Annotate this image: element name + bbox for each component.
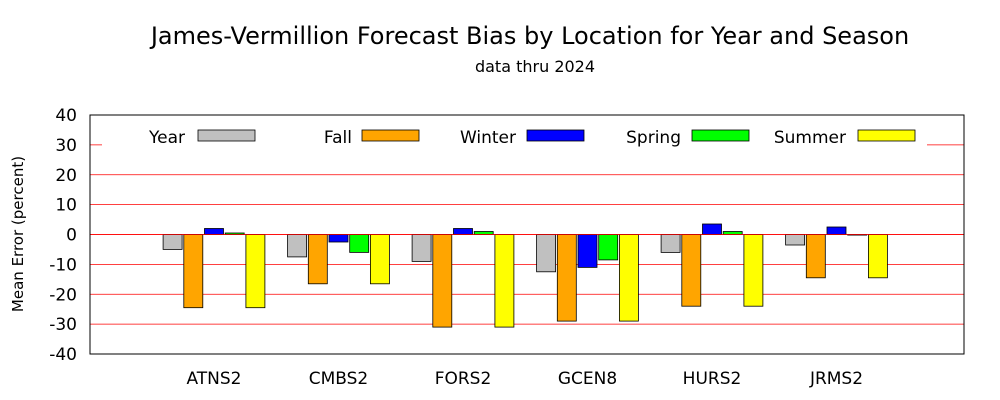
y-axis-label: Mean Error (percent) xyxy=(9,156,27,312)
y-tick-label: 20 xyxy=(55,166,77,186)
bar-hurs2-year xyxy=(660,234,681,253)
bar-gcen8-summer xyxy=(619,234,639,322)
x-tick-label: FORS2 xyxy=(435,369,492,389)
x-axis-ticks: ATNS2 CMBS2 FORS2 GCEN8 HURS2 JRMS2 xyxy=(186,369,863,389)
y-tick-label: -40 xyxy=(49,345,77,365)
bar-atns2-fall xyxy=(183,234,204,309)
bar-jrms2-year xyxy=(785,234,805,246)
legend-swatch-summer xyxy=(857,129,916,142)
x-tick-label: GCEN8 xyxy=(558,369,617,389)
bar-atns2-year xyxy=(162,234,183,250)
legend-label-spring: Spring xyxy=(626,128,681,148)
bar-cmbs2-summer xyxy=(369,234,390,285)
x-tick-label: CMBS2 xyxy=(309,369,369,389)
bar-jrms2-fall xyxy=(805,234,826,279)
y-tick-label: 10 xyxy=(55,196,77,216)
legend-swatch-year xyxy=(197,129,256,142)
bar-gcen8-year xyxy=(536,234,556,273)
y-tick-label: -10 xyxy=(49,255,77,275)
bar-gcen8-fall xyxy=(556,234,577,322)
x-tick-label: ATNS2 xyxy=(186,369,241,389)
chart-subtitle: data thru 2024 xyxy=(475,57,595,76)
bars xyxy=(90,223,964,328)
y-axis-ticks: 40 30 20 10 0 -10 -20 -30 -40 xyxy=(49,106,77,365)
bar-hurs2-spring xyxy=(722,231,743,235)
bar-fors2-summer xyxy=(494,234,515,328)
legend-swatch-winter xyxy=(526,129,585,142)
y-tick-label: 30 xyxy=(55,136,77,156)
bar-atns2-summer xyxy=(245,234,266,309)
plot-frame xyxy=(89,114,965,355)
y-tick-label: -30 xyxy=(49,315,77,335)
bar-cmbs2-fall xyxy=(307,234,328,285)
legend-swatch-fall xyxy=(361,129,420,142)
legend: Year Fall Winter Spring Summer xyxy=(102,122,927,152)
bar-hurs2-fall xyxy=(681,234,702,307)
bar-hurs2-summer xyxy=(743,234,764,307)
legend-label-summer: Summer xyxy=(774,128,846,148)
bar-cmbs2-spring xyxy=(349,234,370,253)
y-tick-label: 40 xyxy=(55,106,77,126)
y-tick-label: 0 xyxy=(66,226,77,246)
chart-title: James-Vermillion Forecast Bias by Locati… xyxy=(149,22,909,50)
bar-fors2-year xyxy=(411,234,432,262)
bar-fors2-spring xyxy=(473,231,494,235)
bar-atns2-winter xyxy=(204,228,224,235)
legend-swatch-spring xyxy=(691,129,750,142)
legend-label-winter: Winter xyxy=(460,128,516,148)
legend-label-year: Year xyxy=(148,128,185,148)
x-tick-label: HURS2 xyxy=(683,369,742,389)
bar-cmbs2-winter xyxy=(328,234,349,243)
x-tick-label: JRMS2 xyxy=(809,369,863,389)
bar-gcen8-spring xyxy=(598,234,619,261)
bar-fors2-fall xyxy=(432,234,453,328)
bar-hurs2-winter xyxy=(702,223,722,235)
bar-jrms2-summer xyxy=(868,234,888,279)
bar-fors2-winter xyxy=(453,228,473,235)
bar-gcen8-winter xyxy=(577,234,598,268)
y-tick-label: -20 xyxy=(49,285,77,305)
legend-label-fall: Fall xyxy=(324,128,352,148)
bar-jrms2-winter xyxy=(826,226,847,235)
bar-cmbs2-year xyxy=(287,234,308,258)
